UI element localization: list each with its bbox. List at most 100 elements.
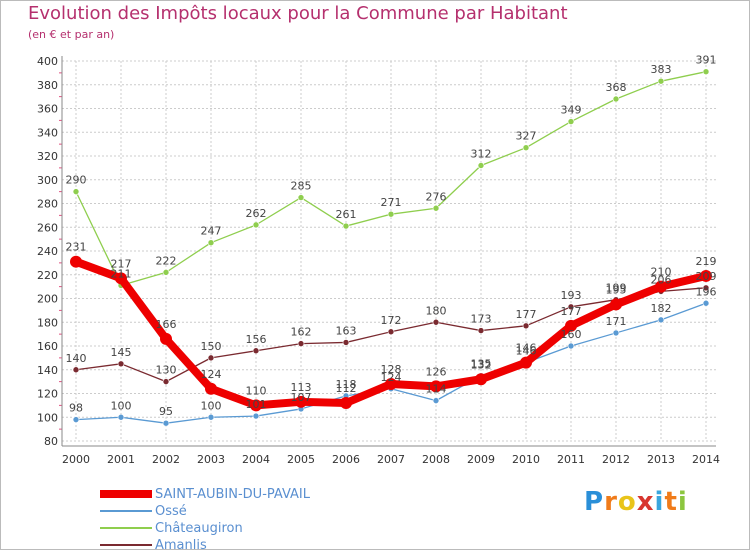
y-tick-label: 140 bbox=[37, 364, 58, 377]
data-label-amanlis: 172 bbox=[381, 314, 402, 327]
data-label-chateaugiron: 290 bbox=[66, 174, 87, 187]
data-point-chateaugiron bbox=[657, 77, 665, 85]
x-tick-label: 2001 bbox=[107, 453, 135, 466]
data-label-saint-aubin-du-pavail: 113 bbox=[291, 381, 312, 394]
data-label-osse: 146 bbox=[516, 345, 537, 358]
data-point-chateaugiron bbox=[207, 239, 215, 246]
data-point-osse bbox=[162, 419, 170, 427]
data-label-saint-aubin-du-pavail: 110 bbox=[246, 384, 267, 397]
chart-title: Evolution des Impôts locaux pour la Comm… bbox=[28, 3, 568, 24]
data-label-amanlis: 180 bbox=[426, 304, 447, 317]
data-point-amanlis bbox=[567, 303, 575, 311]
y-tick-label: 340 bbox=[37, 126, 58, 139]
data-label-osse: 118 bbox=[336, 378, 357, 391]
data-point-saint-aubin-du-pavail bbox=[340, 397, 352, 409]
data-label-chateaugiron: 262 bbox=[246, 207, 267, 220]
data-label-saint-aubin-du-pavail: 132 bbox=[471, 358, 492, 371]
data-label-amanlis: 156 bbox=[246, 333, 267, 346]
data-label-saint-aubin-du-pavail: 210 bbox=[651, 266, 672, 279]
data-point-chateaugiron bbox=[72, 188, 80, 195]
data-label-saint-aubin-du-pavail: 112 bbox=[336, 382, 357, 395]
data-point-osse bbox=[432, 397, 440, 404]
data-label-saint-aubin-du-pavail: 217 bbox=[111, 257, 132, 270]
x-tick-label: 2004 bbox=[242, 453, 270, 466]
data-label-saint-aubin-du-pavail: 231 bbox=[66, 241, 87, 254]
data-label-saint-aubin-du-pavail: 219 bbox=[696, 255, 717, 268]
logo-letter: P bbox=[584, 487, 605, 517]
y-tick-label: 400 bbox=[37, 55, 58, 68]
y-tick-label: 260 bbox=[37, 221, 58, 234]
data-point-saint-aubin-du-pavail bbox=[655, 280, 667, 293]
data-point-chateaugiron bbox=[612, 95, 620, 103]
data-label-saint-aubin-du-pavail: 166 bbox=[156, 318, 177, 331]
legend-item-saint-aubin: SAINT-AUBIN-DU-PAVAIL bbox=[100, 486, 430, 503]
data-label-saint-aubin-du-pavail: 128 bbox=[381, 363, 402, 376]
data-point-chateaugiron bbox=[702, 68, 710, 75]
logo-letter: x bbox=[636, 487, 655, 517]
data-point-saint-aubin-du-pavail bbox=[475, 373, 487, 386]
y-tick-label: 280 bbox=[37, 198, 58, 211]
data-point-chateaugiron bbox=[342, 222, 350, 230]
y-tick-label: 200 bbox=[37, 293, 58, 306]
data-label-osse: 100 bbox=[201, 399, 222, 412]
x-tick-label: 2013 bbox=[647, 453, 675, 466]
data-point-osse bbox=[207, 413, 215, 421]
data-label-amanlis: 145 bbox=[111, 346, 132, 359]
data-point-osse bbox=[567, 342, 575, 350]
data-point-amanlis bbox=[117, 360, 125, 368]
axes: 80 100 120 140 160 180 200 220 240 260 280 300 320 34… bbox=[37, 55, 720, 466]
data-label-osse: 124 bbox=[381, 371, 402, 384]
data-label-amanlis: 209 bbox=[696, 270, 717, 283]
legend-item-osse: Ossé bbox=[100, 503, 430, 520]
data-point-saint-aubin-du-pavail bbox=[385, 378, 397, 390]
data-point-saint-aubin-du-pavail bbox=[295, 395, 307, 408]
data-label-osse: 100 bbox=[111, 399, 132, 412]
x-tick-label: 2010 bbox=[512, 453, 540, 466]
data-point-saint-aubin-du-pavail bbox=[205, 382, 217, 395]
data-label-amanlis: 206 bbox=[651, 273, 672, 286]
proxiti-logo: Proxiti bbox=[584, 487, 688, 517]
data-label-chateaugiron: 211 bbox=[111, 267, 132, 280]
x-tick-label: 2005 bbox=[287, 453, 315, 466]
data-point-saint-aubin-du-pavail bbox=[610, 298, 622, 311]
data-label-saint-aubin-du-pavail: 177 bbox=[561, 305, 582, 318]
data-point-osse bbox=[702, 299, 710, 307]
x-tick-label: 2014 bbox=[692, 453, 720, 466]
y-tick-label: 160 bbox=[37, 340, 58, 353]
data-label-chateaugiron: 222 bbox=[156, 254, 177, 267]
data-point-saint-aubin-du-pavail bbox=[115, 272, 127, 285]
data-label-amanlis: 177 bbox=[516, 308, 537, 321]
data-label-osse: 114 bbox=[426, 383, 447, 396]
data-point-saint-aubin-du-pavail bbox=[565, 319, 577, 332]
data-label-amanlis: 150 bbox=[201, 340, 222, 353]
data-point-amanlis bbox=[477, 327, 485, 334]
data-point-osse bbox=[252, 412, 260, 420]
logo-letter: r bbox=[604, 487, 618, 517]
data-label-osse: 182 bbox=[651, 302, 672, 315]
data-point-saint-aubin-du-pavail bbox=[430, 380, 442, 393]
data-label-amanlis: 162 bbox=[291, 326, 312, 339]
data-point-amanlis bbox=[432, 318, 440, 326]
data-label-amanlis: 130 bbox=[156, 364, 177, 377]
data-label-saint-aubin-du-pavail: 124 bbox=[201, 368, 222, 381]
data-point-osse bbox=[117, 413, 125, 421]
data-label-chateaugiron: 327 bbox=[516, 130, 537, 143]
data-label-osse: 160 bbox=[561, 328, 582, 341]
x-tick-label: 2007 bbox=[377, 453, 405, 466]
x-tick-label: 2006 bbox=[332, 453, 360, 466]
data-point-amanlis bbox=[162, 378, 170, 385]
data-point-chateaugiron bbox=[297, 194, 305, 201]
data-label-saint-aubin-du-pavail: 146 bbox=[516, 342, 537, 355]
y-tick-label: 380 bbox=[37, 79, 58, 92]
data-point-chateaugiron bbox=[162, 269, 170, 276]
data-point-osse bbox=[612, 329, 620, 337]
x-tick-label: 2011 bbox=[557, 453, 585, 466]
data-label-saint-aubin-du-pavail: 126 bbox=[426, 365, 447, 378]
data-label-chateaugiron: 271 bbox=[381, 196, 402, 209]
grid bbox=[62, 60, 716, 442]
data-point-amanlis bbox=[252, 347, 260, 355]
data-label-osse: 101 bbox=[246, 398, 267, 411]
data-point-chateaugiron bbox=[522, 144, 530, 151]
data-label-chateaugiron: 391 bbox=[696, 54, 717, 67]
